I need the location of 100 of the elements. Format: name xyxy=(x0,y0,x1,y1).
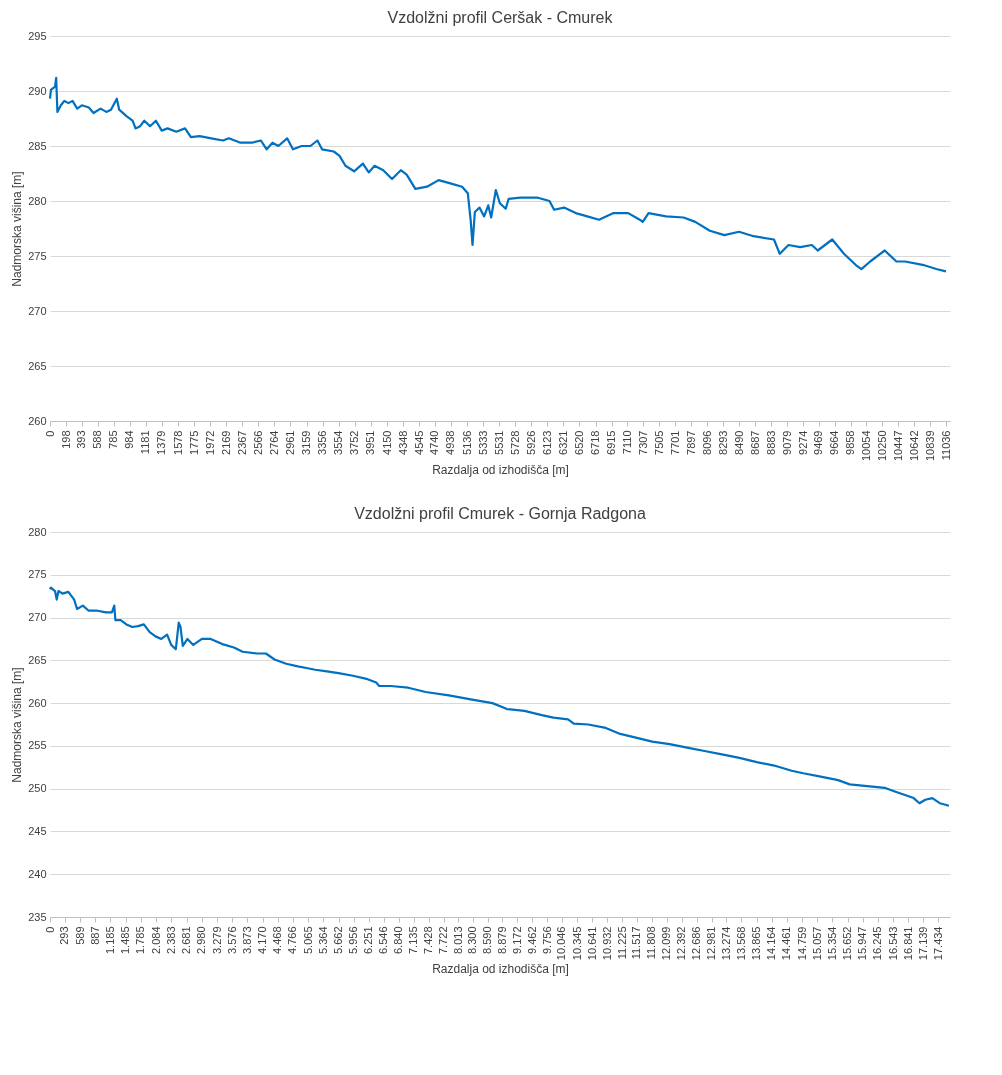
x-tick-label: 11036 xyxy=(939,430,952,461)
y-tick-label: 295 xyxy=(28,29,47,42)
y-tick-label: 245 xyxy=(28,824,47,837)
x-tick-label: 4.468 xyxy=(271,926,284,955)
x-tick-label: 8687 xyxy=(748,430,761,455)
x-tick-label: 10642 xyxy=(907,430,920,462)
x-tick-label: 13.568 xyxy=(734,926,747,961)
x-tick-label: 293 xyxy=(58,926,71,945)
x-tick-label: 14.759 xyxy=(795,926,808,961)
x-tick-label: 5926 xyxy=(524,430,537,455)
x-tick-label: 10.641 xyxy=(585,926,598,961)
x-tick-label: 2764 xyxy=(267,430,280,455)
y-tick-label: 280 xyxy=(28,525,47,538)
x-tick-label: 198 xyxy=(59,430,72,449)
x-tick-label: 15.947 xyxy=(856,926,869,961)
x-tick-label: 7.428 xyxy=(422,926,435,955)
x-tick-label: 2.383 xyxy=(164,926,177,955)
x-tick-label: 4348 xyxy=(396,430,409,455)
x-tick-label: 9.756 xyxy=(540,926,553,955)
x-tick-label: 3951 xyxy=(364,430,377,455)
x-tick-label: 7.722 xyxy=(437,926,450,955)
x-axis-title: Razdalja od izhodišča [m] xyxy=(432,463,569,478)
x-tick-label: 3.279 xyxy=(210,926,223,955)
y-tick-label: 260 xyxy=(28,414,47,427)
x-tick-label: 8.300 xyxy=(466,926,479,955)
x-tick-label: 9858 xyxy=(844,430,857,455)
x-tick-label: 2.084 xyxy=(149,926,162,955)
y-tick-label: 260 xyxy=(28,696,47,709)
x-tick-label: 887 xyxy=(88,926,101,945)
x-tick-label: 8.879 xyxy=(496,926,508,955)
x-tick-label: 3.873 xyxy=(240,926,253,955)
x-tick-label: 7505 xyxy=(652,430,665,455)
x-tick-label: 12.392 xyxy=(675,926,688,961)
y-axis-title: Nadmorska višina [m] xyxy=(10,171,25,287)
y-tick-label: 275 xyxy=(28,568,47,581)
x-tick-label: 8.013 xyxy=(451,926,464,955)
x-tick-label: 0 xyxy=(43,430,56,437)
x-tick-label: 588 xyxy=(91,430,104,449)
x-tick-label: 8293 xyxy=(716,430,729,455)
x-tick-label: 8883 xyxy=(764,430,777,455)
x-tick-label: 785 xyxy=(107,430,120,449)
x-tick-label: 12.981 xyxy=(705,926,718,961)
x-tick-label: 5.662 xyxy=(332,926,345,955)
x-tick-label: 17.139 xyxy=(916,926,929,961)
x-tick-label: 10.345 xyxy=(570,926,583,961)
x-tick-label: 9469 xyxy=(812,430,825,455)
x-tick-label: 8490 xyxy=(732,430,745,455)
x-tick-label: 12.099 xyxy=(660,926,673,961)
y-tick-label: 275 xyxy=(28,249,47,262)
x-tick-label: 11.225 xyxy=(615,926,628,960)
x-tick-label: 9274 xyxy=(796,430,809,455)
x-tick-label: 15.354 xyxy=(825,926,838,961)
x-tick-label: 1379 xyxy=(155,430,168,455)
x-tick-label: 9.172 xyxy=(510,926,523,955)
x-tick-label: 4.170 xyxy=(256,926,269,955)
x-tick-label: 10.932 xyxy=(600,926,613,961)
y-tick-label: 235 xyxy=(28,910,47,923)
x-tick-label: 5.956 xyxy=(347,926,360,955)
x-tick-label: 7897 xyxy=(684,430,697,455)
x-tick-label: 6123 xyxy=(540,430,553,455)
x-tick-label: 16.245 xyxy=(871,926,884,961)
x-tick-label: 1.785 xyxy=(134,926,147,955)
line-series xyxy=(48,586,951,807)
y-axis-title: Nadmorska višina [m] xyxy=(10,667,25,783)
y-tick-label: 265 xyxy=(28,653,47,666)
x-tick-label: 8.590 xyxy=(481,926,494,955)
x-tick-label: 1972 xyxy=(203,430,216,455)
x-tick-label: 16.543 xyxy=(886,926,899,961)
y-tick-label: 240 xyxy=(28,867,47,880)
y-tick-label: 290 xyxy=(28,84,47,97)
x-tick-label: 2169 xyxy=(219,430,232,455)
x-tick-label: 16.841 xyxy=(901,926,914,961)
x-tick-label: 10447 xyxy=(891,430,904,462)
x-tick-label: 6.840 xyxy=(392,926,405,955)
x-tick-label: 8096 xyxy=(700,430,713,455)
x-tick-label: 3.576 xyxy=(225,926,238,955)
x-tick-label: 14.164 xyxy=(765,926,778,961)
x-tick-label: 0 xyxy=(43,926,56,933)
x-tick-label: 9664 xyxy=(828,430,841,455)
x-tick-label: 10839 xyxy=(923,430,936,462)
x-axis-title: Razdalja od izhodišča [m] xyxy=(432,962,569,977)
x-tick-label: 984 xyxy=(123,430,136,449)
x-tick-label: 5728 xyxy=(508,430,521,455)
x-tick-label: 10.046 xyxy=(555,926,568,961)
x-tick-label: 6915 xyxy=(605,430,618,455)
x-tick-label: 7110 xyxy=(620,430,633,455)
x-tick-label: 11.517 xyxy=(630,926,643,960)
y-tick-label: 250 xyxy=(28,782,47,795)
x-tick-label: 5333 xyxy=(476,430,489,455)
x-tick-label: 1181 xyxy=(139,430,152,455)
x-tick-label: 3159 xyxy=(300,430,313,455)
x-tick-label: 4150 xyxy=(380,430,393,455)
y-tick-label: 265 xyxy=(28,359,47,372)
chart-title: Vzdolžni profil Cmurek - Gornja Radgona xyxy=(354,505,646,522)
y-tick-label: 270 xyxy=(28,611,47,624)
x-tick-label: 4740 xyxy=(428,430,441,455)
x-tick-label: 14.461 xyxy=(780,926,793,961)
x-tick-label: 2.980 xyxy=(195,926,208,955)
x-tick-label: 6718 xyxy=(589,430,602,455)
x-tick-label: 3752 xyxy=(348,430,361,455)
